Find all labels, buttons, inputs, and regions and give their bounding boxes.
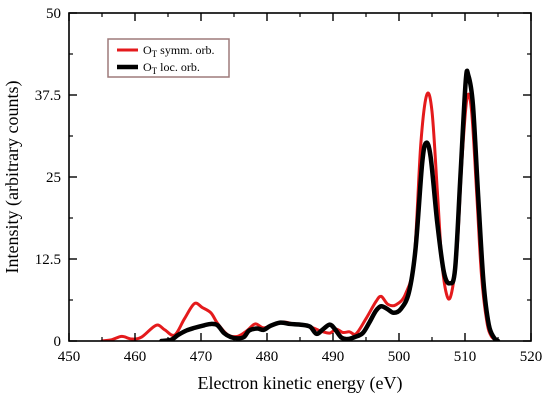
legend-box — [107, 38, 230, 78]
legend: OT symm. orb.OT loc. orb. — [107, 38, 230, 78]
series-line-2 — [159, 68, 501, 341]
y-tick-label-4: 50 — [46, 6, 61, 22]
y-tick-label-2: 25 — [46, 170, 61, 186]
x-tick-label-2: 470 — [190, 349, 213, 365]
x-tick-label-4: 490 — [322, 349, 345, 365]
x-tick-label-6: 510 — [454, 349, 477, 365]
x-tick-label-7: 520 — [520, 349, 543, 365]
x-axis-label: Electron kinetic energy (eV) — [197, 373, 402, 394]
x-tick-label-3: 480 — [256, 349, 279, 365]
y-tick-label-0: 0 — [54, 334, 62, 350]
series-layer — [100, 68, 501, 341]
axes-layer: 450 460 470 480 490 500 510 520 0 12.5 25 37.5 50 Ele… — [2, 6, 542, 394]
y-tick-label-3: 37.5 — [35, 88, 61, 104]
legend-label-1: OT symm. orb. — [143, 43, 215, 59]
x-tick-label-5: 500 — [388, 349, 411, 365]
x-tick-label-0: 450 — [58, 349, 81, 365]
y-tick-label-1: 12.5 — [35, 252, 61, 268]
x-tick-label-1: 460 — [124, 349, 147, 365]
legend-label-2: OT loc. orb. — [143, 60, 200, 76]
y-axis-label: Intensity (arbitrary counts) — [2, 81, 23, 274]
